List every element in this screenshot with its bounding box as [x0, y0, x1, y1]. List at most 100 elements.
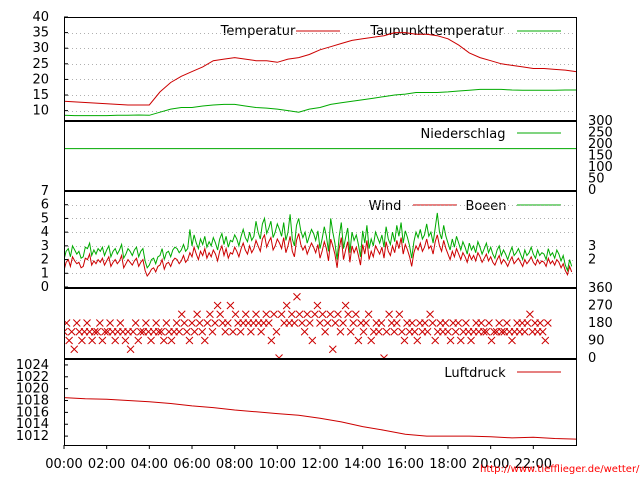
legend-temperatur-label: Temperatur — [220, 24, 296, 39]
wind_direction-point — [290, 319, 299, 327]
wind_direction-point — [190, 327, 199, 336]
legend-niederschlag-label: Niederschlag — [421, 127, 506, 142]
temperature-series-1-line — [64, 88, 576, 117]
time-tick-label: 00:00 — [45, 457, 82, 472]
wind_direction-point — [83, 319, 91, 327]
wind_direction-point — [295, 310, 304, 319]
wind_direction-point — [67, 327, 76, 336]
wind_direction-point — [236, 327, 245, 336]
time-tick-label: 10:00 — [259, 457, 296, 472]
wind_direction-point — [339, 319, 347, 327]
wind_direction-point — [152, 319, 161, 327]
wind_direction-point — [479, 327, 488, 336]
wind_direction-ytick-label: 180 — [588, 316, 613, 331]
wind_direction-point — [336, 327, 345, 336]
wind_direction-point — [159, 336, 168, 345]
wind-direction-panel: 0 90 180 270 360 — [64, 281, 613, 366]
time-tick-label: 04:00 — [131, 457, 168, 472]
wind_direction-point — [272, 327, 281, 336]
pressure-ytick-label: 1012 — [16, 429, 49, 444]
precipitation-ytick-label: 50 — [588, 172, 605, 187]
wind_direction-point — [98, 336, 107, 345]
wind_direction-point — [72, 319, 81, 327]
wind_direction-point — [341, 301, 350, 310]
precipitation-ytick-label: 0 — [588, 183, 596, 198]
temperature-ytick-label: 20 — [32, 72, 49, 87]
pressure-ytick-label: 1020 — [16, 382, 49, 397]
wind_direction-point — [116, 319, 125, 327]
precipitation-ytick-label: 250 — [588, 126, 613, 141]
wind-ytick-label: 3 — [41, 239, 49, 254]
wind-series-0-line — [64, 233, 573, 278]
legend-luftdruck-label: Luftdruck — [444, 366, 506, 381]
time-tick-label: 16:00 — [387, 457, 424, 472]
wind_direction-point — [456, 336, 465, 345]
wind_direction-point — [282, 301, 291, 310]
wind_direction-point — [206, 310, 214, 319]
website-link[interactable]: http://www.tiefflieger.de/wetter/ — [480, 464, 640, 475]
wind_direction-ytick-label: 270 — [588, 299, 613, 314]
wind_direction-point — [162, 319, 171, 327]
wind_direction-point — [167, 336, 176, 345]
wind_direction-point — [157, 327, 166, 336]
precipitation-ytick-label: 100 — [588, 160, 613, 175]
wind_direction-point — [211, 319, 219, 327]
wind-ytick-label: 6 — [41, 198, 49, 213]
wind_direction-point — [88, 336, 97, 345]
wind_direction-point — [193, 310, 201, 319]
wind_direction-point — [175, 327, 184, 336]
precipitation-ytick-label: 150 — [588, 149, 613, 164]
wind_direction-point — [462, 319, 470, 327]
wind_direction-point — [78, 336, 86, 345]
legend-boeen-label: Boeen — [465, 199, 506, 214]
wind_direction-point — [93, 327, 102, 336]
wind_direction-point — [203, 319, 212, 327]
wind_direction-point — [508, 336, 516, 345]
wind_direction-point — [541, 336, 550, 345]
wind_direction-point — [213, 301, 222, 310]
wind-right-tick-label: 3 — [588, 239, 596, 254]
wind_direction-point — [431, 336, 440, 345]
wind_direction-point — [400, 336, 409, 345]
wind_direction-point — [172, 319, 181, 327]
temperature-series-0-line — [64, 32, 576, 106]
wind_direction-point — [367, 336, 376, 345]
time-tick-label: 12:00 — [301, 457, 338, 472]
wind_direction-point — [487, 336, 496, 345]
wind_direction-point — [147, 336, 155, 345]
wind_direction-point — [185, 336, 194, 345]
wind_direction-point — [154, 327, 163, 336]
wind_direction-point — [321, 327, 329, 336]
wind_direction-point — [380, 354, 388, 358]
wind_direction-point — [106, 319, 114, 327]
wind_direction-ytick-label: 360 — [588, 281, 613, 296]
wind_direction-point — [287, 310, 296, 319]
wind_direction-point — [247, 327, 255, 336]
wind_direction-point — [311, 310, 319, 319]
wind_direction-point — [308, 336, 317, 345]
wind_direction-point — [351, 310, 360, 319]
wind_direction-point — [226, 301, 235, 310]
wind_direction-point — [454, 319, 463, 327]
temperature-ytick-label: 40 — [32, 10, 49, 25]
wind_direction-point — [126, 345, 135, 354]
time-tick-label: 02:00 — [88, 457, 125, 472]
wind_direction-point — [428, 319, 437, 327]
wind_direction-point — [392, 319, 401, 327]
wind-ytick-label: 5 — [41, 211, 49, 226]
temperature-ytick-label: 15 — [32, 88, 49, 103]
precipitation-ytick-label: 200 — [588, 137, 613, 152]
wind_direction-point — [390, 327, 399, 336]
time-tick-label: 22:00 — [515, 457, 552, 472]
wind_direction-point — [482, 327, 491, 336]
wind_direction-point — [495, 319, 504, 327]
wind-ytick-label: 7 — [41, 184, 49, 199]
wind_direction-point — [221, 327, 230, 336]
wind_direction-point — [223, 319, 232, 327]
pressure-series-0-line — [64, 397, 576, 440]
wind_direction-point — [142, 319, 150, 327]
wind_direction-point — [446, 336, 455, 345]
